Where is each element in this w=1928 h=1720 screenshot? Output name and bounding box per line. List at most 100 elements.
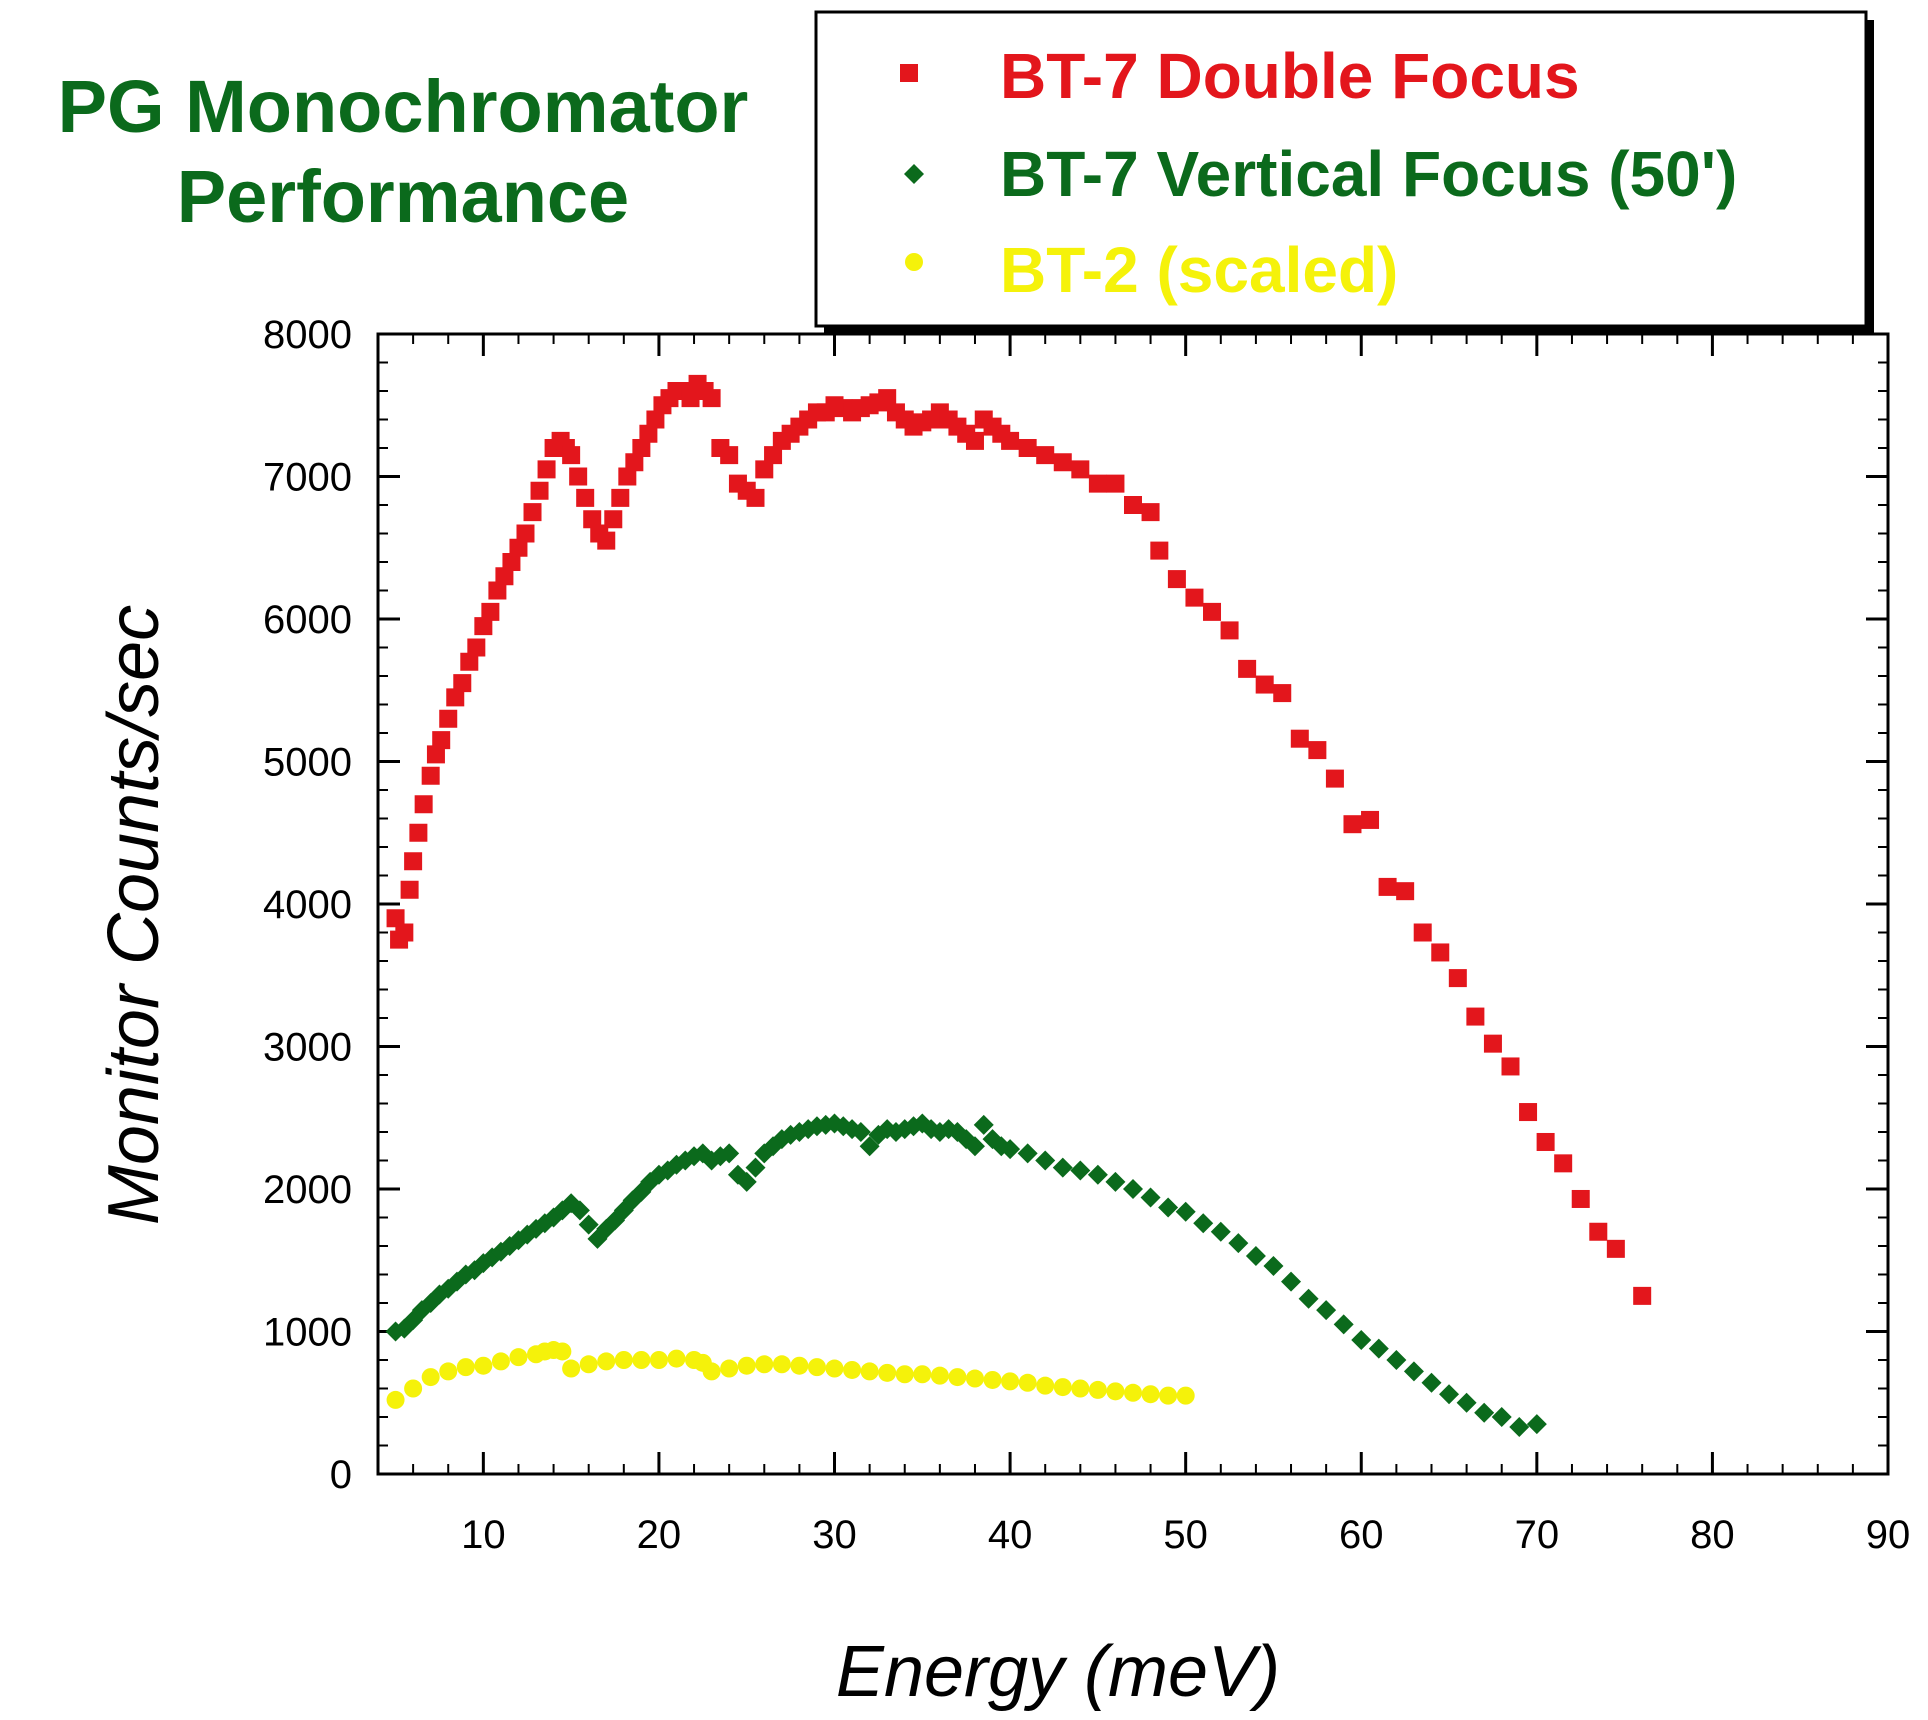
- data-point-square: [516, 524, 535, 543]
- data-point-circle: [1018, 1373, 1037, 1392]
- x-tick-label: 50: [1163, 1513, 1208, 1557]
- data-point-square: [1431, 943, 1450, 962]
- data-point-square: [1053, 453, 1072, 472]
- data-point-diamond: [1105, 1171, 1126, 1192]
- data-point-square: [1606, 1239, 1625, 1258]
- data-point-square: [439, 709, 458, 728]
- data-point-diamond: [1403, 1361, 1424, 1382]
- data-point-diamond: [1175, 1201, 1196, 1222]
- data-point-diamond: [1368, 1338, 1389, 1359]
- data-point-circle: [948, 1368, 967, 1387]
- x-tick-label: 30: [812, 1513, 857, 1557]
- data-point-square: [509, 538, 528, 557]
- data-point-circle: [597, 1352, 616, 1371]
- data-point-square: [409, 823, 428, 842]
- data-point-circle: [983, 1370, 1002, 1389]
- y-tick-label: 2000: [263, 1168, 352, 1212]
- data-point-square: [878, 389, 897, 408]
- data-point-circle: [1141, 1385, 1160, 1404]
- data-point-square: [400, 880, 419, 899]
- data-point-circle: [1053, 1378, 1072, 1397]
- data-point-square: [1203, 602, 1222, 621]
- data-point-circle: [1036, 1376, 1055, 1395]
- data-point-diamond: [1017, 1143, 1038, 1164]
- data-point-diamond: [1509, 1416, 1530, 1437]
- data-point-diamond: [1316, 1300, 1337, 1321]
- data-point-circle: [1106, 1382, 1125, 1401]
- data-point-square: [1633, 1286, 1652, 1305]
- data-point-diamond: [850, 1122, 871, 1142]
- series-2: [385, 1113, 1547, 1437]
- data-point-circle: [614, 1351, 633, 1369]
- data-point-square: [681, 389, 700, 408]
- data-point-square: [1036, 446, 1055, 465]
- data-point-square: [597, 531, 616, 550]
- data-point-diamond: [1158, 1197, 1179, 1218]
- data-point-square: [502, 553, 521, 571]
- data-point-circle: [807, 1358, 826, 1377]
- y-tick-label: 7000: [263, 456, 352, 500]
- y-tick-label: 1000: [263, 1311, 352, 1355]
- data-point-square: [1361, 810, 1380, 829]
- data-point-diamond: [1298, 1288, 1319, 1309]
- data-point-square: [460, 652, 479, 671]
- data-point-circle: [439, 1362, 458, 1381]
- x-tick-label: 10: [461, 1513, 506, 1557]
- data-point-circle: [386, 1390, 405, 1409]
- data-point-square: [1589, 1222, 1608, 1241]
- data-point-diamond: [745, 1157, 766, 1178]
- legend-label-bt2: BT-2 (scaled): [1000, 234, 1398, 306]
- data-point-square: [1238, 659, 1257, 678]
- data-point-square: [453, 674, 472, 693]
- data-point-circle: [1176, 1386, 1195, 1405]
- data-point-square: [702, 389, 721, 408]
- chart-title: PG Monochromator Performance: [18, 62, 788, 242]
- data-point-square: [404, 852, 423, 871]
- data-point-square: [495, 567, 514, 586]
- data-point-square: [537, 460, 556, 479]
- x-tick-label: 90: [1866, 1513, 1911, 1557]
- data-point-circle: [702, 1362, 721, 1381]
- data-point-square: [1273, 684, 1292, 703]
- data-point-square: [1501, 1057, 1520, 1076]
- data-point-circle: [632, 1351, 651, 1369]
- data-point-square: [720, 446, 739, 465]
- data-point-diamond: [1228, 1233, 1249, 1254]
- chart-title-line-2: Performance: [176, 155, 630, 238]
- data-point-square: [755, 460, 774, 479]
- data-point-diamond: [973, 1114, 994, 1135]
- data-point-diamond: [1245, 1245, 1266, 1266]
- y-tick-label: 5000: [263, 741, 352, 785]
- chart-title-line-1: PG Monochromator: [57, 65, 749, 148]
- data-point-circle: [860, 1362, 879, 1381]
- data-point-square: [646, 410, 665, 429]
- x-tick-label: 70: [1515, 1513, 1560, 1557]
- data-point-diamond: [1000, 1139, 1021, 1160]
- data-point-circle: [1124, 1383, 1142, 1402]
- legend: BT-7 Double Focus BT-7 Vertical Focus (5…: [814, 10, 1874, 334]
- y-tick-label: 4000: [263, 883, 352, 927]
- data-point-circle: [930, 1366, 949, 1385]
- data-point-diamond: [1052, 1157, 1073, 1178]
- data-point-circle: [1088, 1380, 1107, 1399]
- legend-box: [814, 10, 1868, 328]
- data-point-square: [474, 617, 493, 636]
- data-point-square: [965, 431, 984, 450]
- y-tick-label: 3000: [263, 1026, 352, 1070]
- data-point-diamond: [1140, 1187, 1161, 1208]
- data-point-square: [467, 638, 486, 657]
- data-point-diamond: [1456, 1392, 1477, 1413]
- data-point-square: [446, 688, 465, 707]
- data-point-square: [1325, 769, 1344, 788]
- data-point-square: [604, 510, 623, 529]
- data-point-square: [1466, 1007, 1485, 1026]
- data-point-square: [1448, 969, 1467, 988]
- y-axis: 0 1000 2000 3000 4000 5000 6000 7000 8000: [263, 313, 1888, 1497]
- data-point-diamond: [578, 1214, 599, 1235]
- data-point-circle: [790, 1356, 809, 1375]
- data-point-circle: [1071, 1379, 1090, 1398]
- data-point-square: [764, 446, 783, 465]
- data-point-square: [1220, 621, 1239, 640]
- legend-marker-vertical-focus: [904, 164, 924, 184]
